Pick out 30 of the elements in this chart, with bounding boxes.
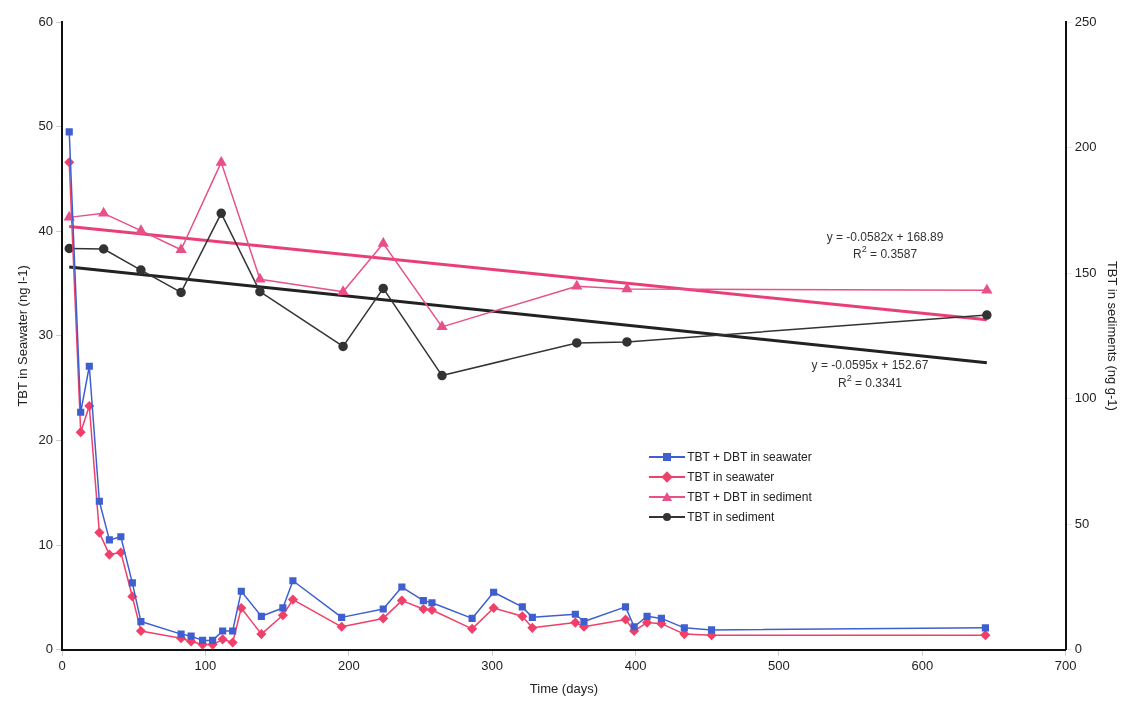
x-tick-label: 400	[624, 658, 647, 674]
x-tick-label: 200	[337, 658, 360, 674]
y2-tick-label: 150	[1074, 264, 1097, 280]
y2-tick-label: 250	[1074, 13, 1097, 29]
annotation: y = -0.0595x + 152.67	[811, 358, 929, 373]
y2-tick-label: 0	[1074, 641, 1082, 657]
x-axis-title: Time (days)	[529, 680, 598, 696]
y2-axis-title: TBT in sediments (ng g-1)	[1104, 260, 1120, 411]
y-tick-label: 40	[38, 222, 54, 238]
x-tick-label: 600	[911, 658, 934, 674]
y-tick-label: 30	[38, 327, 54, 343]
legend-label: TBT + DBT in sediment	[687, 488, 812, 506]
legend-label: TBT + DBT in seawater	[687, 448, 812, 466]
x-tick-label: 500	[768, 658, 790, 674]
y-tick-label: 10	[38, 536, 54, 552]
y-tick-label: 50	[38, 118, 54, 134]
y2-tick-label: 50	[1074, 515, 1090, 531]
y2-tick-label: 100	[1074, 390, 1097, 406]
x-tick-label: 700	[1054, 658, 1077, 674]
y2-tick-label: 200	[1074, 139, 1097, 155]
x-tick-label: 0	[58, 658, 66, 674]
y-tick-label: 20	[38, 432, 54, 448]
x-tick-label: 300	[481, 658, 504, 674]
annotation: y = -0.0582x + 168.89	[826, 229, 944, 244]
y-axis-title: TBT in Seawater (ng l-1)	[15, 265, 31, 407]
y-tick-label: 60	[38, 13, 54, 29]
legend-label: TBT in seawater	[687, 468, 775, 486]
y-tick-label: 0	[45, 641, 54, 657]
x-tick-label: 100	[194, 658, 217, 674]
legend-label: TBT in sediment	[687, 508, 775, 526]
